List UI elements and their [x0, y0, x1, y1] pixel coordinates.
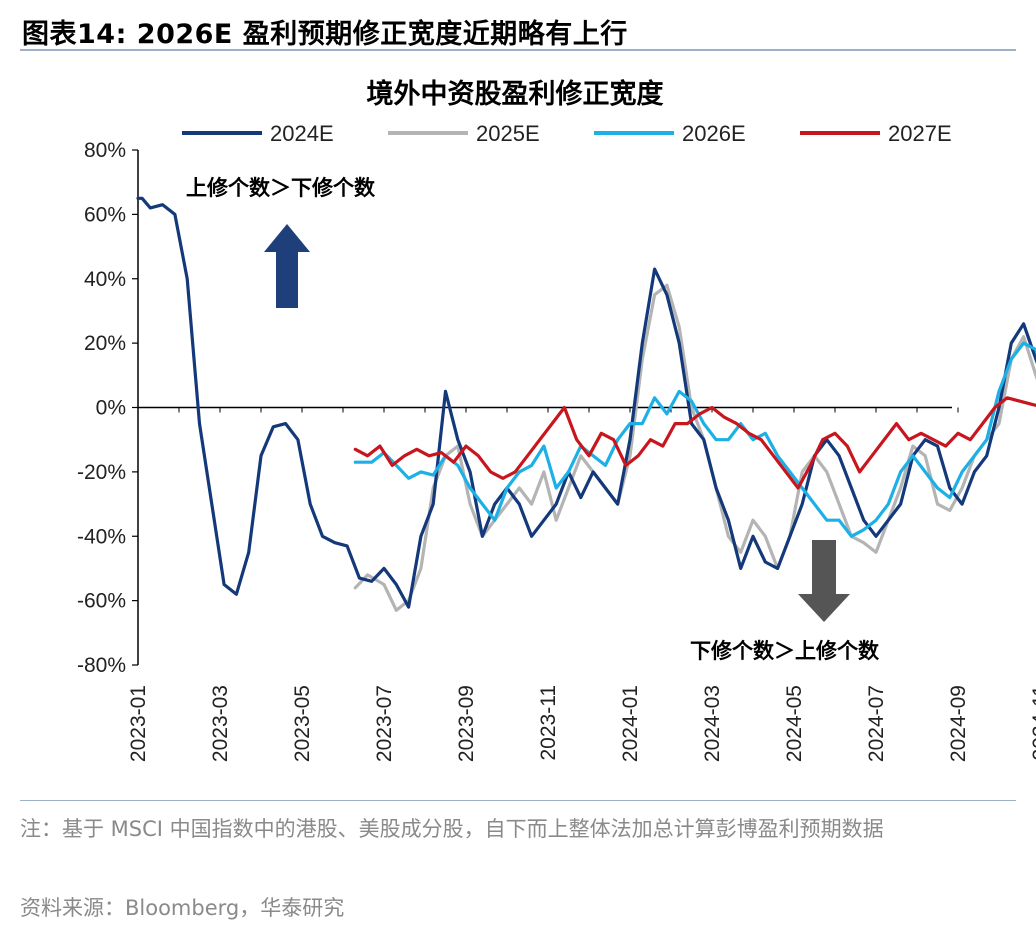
chart-title: 境外中资股盈利修正宽度 — [367, 78, 664, 110]
x-tick-label: 2023-11 — [537, 685, 560, 761]
x-tick-label: 2023-09 — [455, 685, 478, 762]
y-tick-label: -40% — [77, 525, 126, 548]
series-lines — [136, 196, 1036, 612]
annotation-upgrades: 上修个数＞下修个数 — [186, 176, 376, 200]
figure-label: 图表14: — [22, 19, 127, 50]
legend-label-2025E: 2025E — [476, 121, 540, 146]
x-axis: 2023-01 2023-03 2023-05 2023-07 2023-09 2023-… — [127, 406, 1036, 762]
x-tick-label: 2023-07 — [373, 685, 396, 762]
x-tick-label: 2024-05 — [783, 685, 806, 762]
legend: 2024E 2025E 2026E 2027E — [182, 121, 952, 146]
footnote: 注：基于 MSCI 中国指数中的港股、美股成分股，自下而上整体法加总计算彭博盈利… — [20, 817, 884, 841]
figure-title: 图表14: 2026E 盈利预期修正宽度近期略有上行 — [22, 12, 628, 51]
up-arrow-icon — [264, 224, 310, 308]
down-arrow-icon — [798, 540, 850, 622]
x-tick-label: 2023-05 — [291, 685, 314, 762]
y-tick-label: 60% — [84, 203, 126, 226]
y-tick-label: -20% — [77, 461, 126, 484]
title-divider — [20, 49, 1016, 51]
y-tick-label: 0% — [96, 397, 126, 420]
x-tick-label: 2023-03 — [209, 685, 232, 762]
x-tick-label: 2024-03 — [701, 685, 724, 762]
series-line-2027E — [353, 396, 1036, 490]
x-tick-label: 2024-01 — [619, 685, 642, 762]
x-tick-label: 2024-07 — [865, 685, 888, 762]
series-line-2024E — [136, 196, 1036, 609]
legend-label-2024E: 2024E — [270, 121, 334, 146]
series-line-2026E — [353, 341, 1036, 538]
figure-title-text: 2026E 盈利预期修正宽度近期略有上行 — [136, 19, 628, 50]
source-line: 资料来源：Bloomberg，华泰研究 — [20, 896, 345, 920]
footer-divider — [20, 800, 1016, 801]
y-tick-label: 80% — [84, 139, 126, 162]
y-tick-label: 20% — [84, 332, 126, 355]
annotation-downgrades: 下修个数＞上修个数 — [690, 639, 880, 663]
y-axis: 80% 60% 40% 20% 0% -20% -40% -60% -80% — [77, 139, 139, 677]
x-tick-label: 2024-09 — [947, 685, 970, 762]
y-tick-label: -60% — [77, 590, 126, 613]
legend-label-2026E: 2026E — [682, 121, 746, 146]
x-tick-label: 2023-01 — [127, 685, 150, 762]
chart: 境外中资股盈利修正宽度 2024E 2025E 2026E 2027E 80% 60% 4… — [77, 78, 1036, 762]
legend-label-2027E: 2027E — [888, 121, 952, 146]
y-tick-label: 40% — [84, 268, 126, 291]
y-tick-label: -80% — [77, 654, 126, 677]
x-tick-label: 2024-11 — [1029, 685, 1036, 761]
